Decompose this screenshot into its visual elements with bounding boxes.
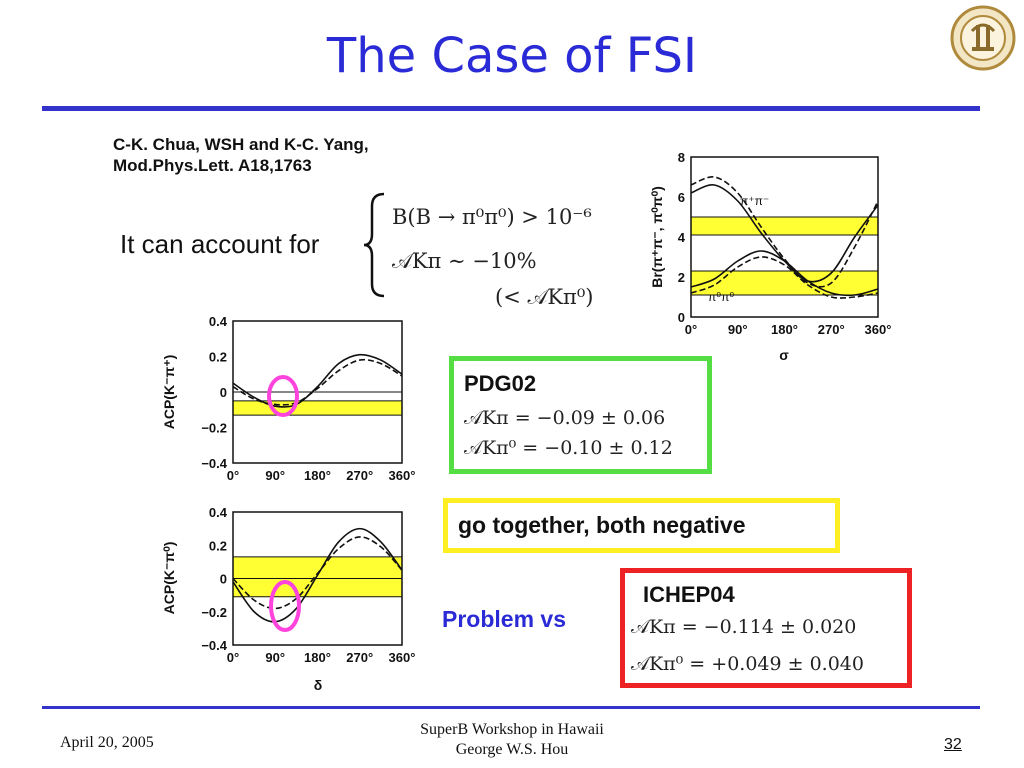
x-tick-label: 360° [865,322,892,337]
y-tick-label: 0.4 [209,314,228,329]
university-seal-icon [950,5,1016,71]
x-axis-label: σ [779,347,789,363]
reference-journal: Mod.Phys.Lett. A18,1763 [113,156,312,175]
ichep04-acp-kpi0: 𝒜Kπ⁰ = +0.049 ± 0.040 [631,653,864,675]
series-line-2 [690,250,879,297]
acp-kpi-estimate: 𝒜Kπ ∼ −10% [392,249,537,273]
x-tick-label: 270° [346,650,373,665]
y-tick-label: 0.4 [209,505,228,520]
slide-title: The Case of FSI [326,28,698,84]
chart-bands [233,400,402,416]
chart-lines [232,353,403,408]
x-tick-label: 90° [265,468,285,483]
go-together-box: go together, both negative [443,498,840,553]
y-axis-label: Br(π⁺π⁻, π⁰π⁰) [649,186,665,288]
y-tick-label: 0.2 [209,350,227,365]
pdg02-acp-kpi: 𝒜Kπ = −0.09 ± 0.06 [464,407,666,429]
plot-frame [232,320,403,464]
x-tick-label: 180° [304,468,331,483]
go-together-text: go together, both negative [458,512,746,538]
highlight-circle [267,375,299,417]
pdg02-acp-kpi0: 𝒜Kπ⁰ = −0.10 ± 0.12 [464,437,673,459]
curly-brace [363,192,385,298]
series-line-1 [690,176,879,288]
band-1 [691,271,878,295]
branching-ratio-condition: B(B → π⁰π⁰) > 10⁻⁶ [392,205,592,229]
x-tick-label: 0° [227,468,239,483]
y-tick-label: 6 [678,190,685,205]
chart-lines [232,527,403,623]
reference-authors: C-K. Chua, WSH and K-C. Yang, [113,135,369,154]
footer-date: April 20, 2005 [60,734,154,751]
series-line-0 [232,527,403,623]
pdg02-title: PDG02 [464,371,537,396]
chart-bands [233,556,402,598]
y-tick-label: 8 [678,150,685,165]
page-number: 32 [944,736,962,753]
y-tick-label: −0.4 [201,456,227,471]
ichep04-title: ICHEP04 [643,582,735,607]
chart-ticks: 0° 90° 180° 270° 360° 0.4 0.2 0 −0.2 −0.4 [201,505,415,665]
footer-workshop: SuperB Workshop in Hawaii [420,721,604,738]
chart-acp-kpi-plus: 0° 90° 180° 270° 360° 0.4 0.2 0 −0.2 −0.4 ACP(K⁻π… [161,314,415,483]
pdg02-box: PDG02 𝒜Kπ = −0.09 ± 0.06 𝒜Kπ⁰ = −0.10 ± … [449,356,712,474]
y-tick-label: 2 [678,270,685,285]
band-0 [233,400,402,416]
x-tick-label: 0° [685,322,697,337]
chart-ticks: 0° 90° 180° 270° 360° 0 2 4 6 8 [678,150,892,337]
y-tick-label: 0 [220,572,227,587]
problem-text: Problem vs [442,606,566,632]
annotation-pi0pi0: π⁰π⁰ [708,290,734,304]
footer-author: George W.S. Hou [455,741,569,758]
series-line-1 [232,536,403,610]
ichep04-acp-kpi: 𝒜Kπ = −0.114 ± 0.020 [631,616,857,638]
reference: C-K. Chua, WSH and K-C. Yang, Mod.Phys.L… [113,134,369,176]
x-tick-label: 180° [304,650,331,665]
x-axis-label: δ [314,677,323,693]
band-0 [233,556,402,597]
chart-ticks: 0° 90° 180° 270° 360° 0.4 0.2 0 −0.2 −0.4 [201,314,415,483]
x-tick-label: 270° [818,322,845,337]
account-text: It can account for [120,229,320,259]
y-tick-label: 0.2 [209,538,227,553]
chart-lines [690,176,879,299]
chart-acp-kpi-zero: 0° 90° 180° 270° 360° 0.4 0.2 0 −0.2 −0.4 δ ACP(K… [161,505,415,693]
plot-frame [690,156,879,318]
footer-divider [42,706,980,709]
plot-frame [232,511,403,646]
x-tick-label: 360° [389,468,416,483]
y-tick-label: −0.2 [201,605,227,620]
title-divider [42,106,980,111]
y-tick-label: −0.4 [201,638,227,653]
y-axis-label: ACP(K⁻π⁺) [161,355,177,430]
y-tick-label: −0.2 [201,421,227,436]
series-line-1 [232,358,403,406]
x-tick-label: 90° [265,650,285,665]
chart-bands [691,216,878,296]
y-tick-label: 0 [678,310,685,325]
ichep04-box: ICHEP04 𝒜Kπ = −0.114 ± 0.020 𝒜Kπ⁰ = +0.0… [620,568,912,688]
x-tick-label: 180° [771,322,798,337]
x-tick-label: 360° [389,650,416,665]
annotation-pipi: π⁺π⁻ [740,194,769,208]
acp-kpi0-comparison: (< 𝒜Kπ⁰) [495,285,594,309]
y-tick-label: 0 [220,385,227,400]
chart-branching-ratio: 0° 90° 180° 270° 360° 0 2 4 6 8 π⁺π⁻ π⁰π⁰ σ Br(π⁺… [649,150,892,363]
highlight-circle [269,580,301,632]
x-tick-label: 270° [346,468,373,483]
y-tick-label: 4 [678,230,686,245]
footer-center: SuperB Workshop in Hawaii George W.S. Ho… [0,720,1024,760]
x-tick-label: 90° [728,322,748,337]
series-line-3 [690,256,879,299]
band-0 [691,217,878,235]
x-tick-label: 0° [227,650,239,665]
y-axis-label: ACP(K⁻π⁰) [161,542,177,615]
